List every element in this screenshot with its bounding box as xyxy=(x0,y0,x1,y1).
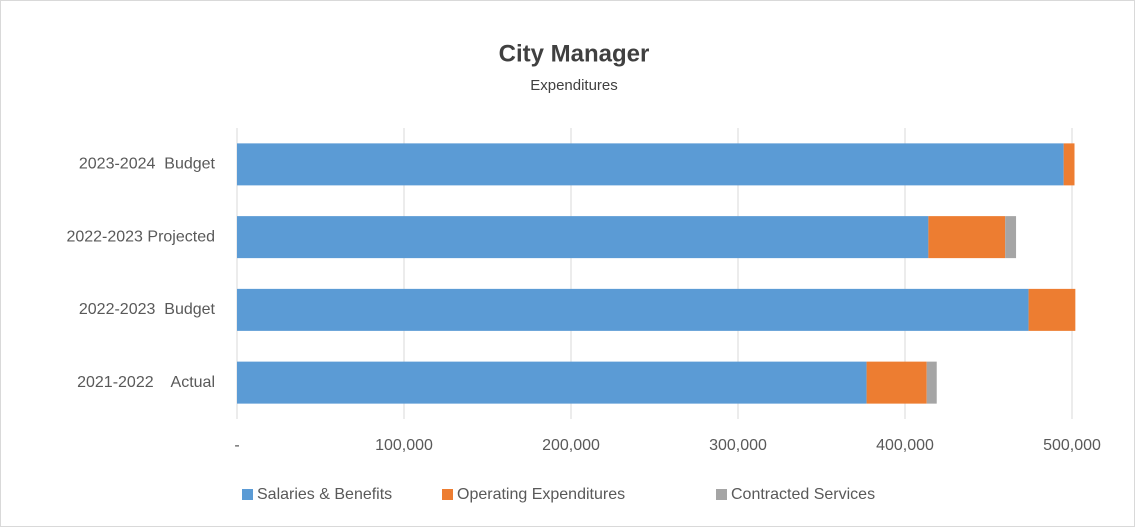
bar-segment xyxy=(866,361,927,404)
bar-segment xyxy=(1028,288,1076,331)
bar-segment xyxy=(237,361,867,404)
bar-segment xyxy=(237,143,1064,186)
legend-label: Contracted Services xyxy=(731,486,875,503)
x-tick-label: - xyxy=(234,437,239,454)
y-tick-label: 2022-2023 Projected xyxy=(66,228,215,245)
bar-segment xyxy=(237,216,929,259)
y-tick-label: 2023-2024 Budget xyxy=(79,156,216,173)
legend-swatch xyxy=(716,489,727,500)
legend-label: Operating Expenditures xyxy=(457,486,625,503)
y-tick-label: 2022-2023 Budget xyxy=(79,301,216,318)
legend-swatch xyxy=(442,489,453,500)
bar-segment xyxy=(1005,216,1017,259)
bar-segment xyxy=(1063,143,1075,186)
legend-label: Salaries & Benefits xyxy=(257,486,392,503)
bar-segment xyxy=(926,361,937,404)
x-tick-label: 200,000 xyxy=(542,437,600,454)
x-tick-label: 300,000 xyxy=(709,437,767,454)
chart-subtitle: Expenditures xyxy=(530,77,618,94)
x-tick-label: 500,000 xyxy=(1043,437,1101,454)
x-tick-label: 100,000 xyxy=(375,437,433,454)
bar-segment xyxy=(237,288,1029,331)
y-tick-label: 2021-2022 Actual xyxy=(77,374,215,391)
bar-segment xyxy=(928,216,1006,259)
x-tick-label: 400,000 xyxy=(876,437,934,454)
legend-swatch xyxy=(242,489,253,500)
chart-title: City Manager xyxy=(499,40,650,67)
